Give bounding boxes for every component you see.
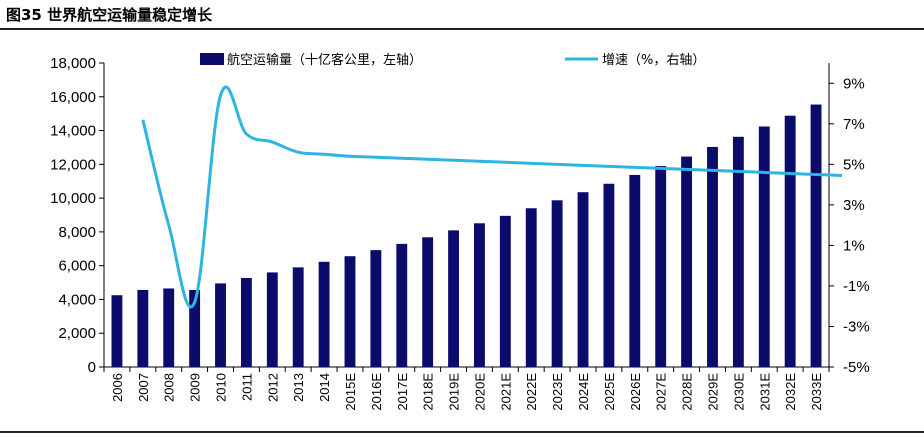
y-left-tick-label: 14,000 xyxy=(50,123,96,140)
bar xyxy=(111,295,123,367)
y-right-ticks: -5% -3% -1% 1% 3% 5% 7% 9% xyxy=(829,75,870,376)
bar xyxy=(240,277,252,367)
bar xyxy=(370,250,382,367)
bar xyxy=(655,166,667,367)
x-tick-label: 2016E xyxy=(369,373,384,411)
x-tick-label: 2015E xyxy=(343,373,358,411)
x-tick-label: 2023E xyxy=(550,373,565,411)
bar xyxy=(215,283,226,367)
y-right-tick-label: 7% xyxy=(843,116,865,133)
x-tick-label: 2008 xyxy=(162,373,177,402)
bar xyxy=(707,146,718,367)
x-tick-label: 2020E xyxy=(472,373,487,411)
bar xyxy=(810,104,822,368)
bar xyxy=(629,174,641,367)
title-divider xyxy=(0,28,924,30)
bar xyxy=(189,289,201,367)
x-tick-label: 2032E xyxy=(783,373,798,411)
x-tick-label: 2018E xyxy=(421,373,436,411)
y-right-tick-label: 9% xyxy=(843,75,865,92)
x-tick-label: 2009 xyxy=(188,373,203,402)
bottom-divider xyxy=(0,431,924,433)
line-series xyxy=(141,85,843,309)
x-tick-label: 2031E xyxy=(757,373,772,411)
bar xyxy=(448,230,459,367)
y-left-tick-label: 16,000 xyxy=(50,89,96,106)
legend-label-bar: 航空运输量（十亿客公里，左轴） xyxy=(227,52,422,68)
bar xyxy=(525,208,537,367)
x-tick-label: 2027E xyxy=(654,373,669,411)
growth-line xyxy=(141,85,843,309)
bar xyxy=(577,192,589,367)
bar xyxy=(266,272,278,367)
legend: 航空运输量（十亿客公里，左轴） 增速（%，右轴） xyxy=(200,52,705,68)
y-right-tick-label: -5% xyxy=(843,359,870,376)
y-right-tick-label: -1% xyxy=(843,278,870,295)
y-right-tick-label: -3% xyxy=(843,318,870,335)
y-left-tick-label: 10,000 xyxy=(50,190,96,207)
bar xyxy=(318,261,330,367)
bar xyxy=(499,215,511,367)
x-tick-label: 2017E xyxy=(395,373,410,411)
bar xyxy=(551,200,563,367)
bar xyxy=(474,223,485,367)
x-tick-label: 2026E xyxy=(628,373,643,411)
x-tick-label: 2012 xyxy=(265,373,280,402)
y-left-tick-label: 12,000 xyxy=(50,156,96,173)
y-left-tick-label: 2,000 xyxy=(58,325,96,342)
y-right-tick-label: 5% xyxy=(843,156,865,173)
y-right-tick-label: 3% xyxy=(843,197,865,214)
bar xyxy=(163,288,175,367)
x-tick-label: 2030E xyxy=(731,373,746,411)
bar xyxy=(758,126,770,367)
y-right-tick-label: 1% xyxy=(843,237,865,254)
x-tick-label: 2013 xyxy=(291,373,306,402)
x-tick-label: 2024E xyxy=(576,373,591,411)
axes xyxy=(103,63,830,368)
page-title: 图35 世界航空运输量稳定增长 xyxy=(6,6,213,24)
x-tick-label: 2011 xyxy=(239,373,254,401)
x-axis-ticks: 2006 2007 2008 2009 2010 2011 2012 2013 2014 2015… xyxy=(103,367,830,411)
x-tick-label: 2025E xyxy=(602,373,617,411)
bar xyxy=(784,115,796,368)
bar xyxy=(396,243,408,367)
y-left-tick-label: 4,000 xyxy=(58,291,96,308)
x-tick-label: 2019E xyxy=(447,373,462,411)
y-left-ticks: 0 2,000 4,000 6,000 8,000 10,000 12,000 14,000 1… xyxy=(50,55,104,376)
x-tick-label: 2033E xyxy=(809,373,824,411)
bar xyxy=(344,256,356,367)
bar-series xyxy=(111,104,822,368)
bar xyxy=(681,156,693,367)
bar xyxy=(137,289,149,367)
x-tick-label: 2014 xyxy=(317,373,332,402)
x-tick-label: 2010 xyxy=(214,373,229,402)
x-tick-label: 2006 xyxy=(110,373,125,402)
legend-label-line: 增速（%，右轴） xyxy=(602,53,705,68)
legend-swatch-bar xyxy=(200,53,224,65)
y-left-tick-label: 8,000 xyxy=(58,224,96,241)
y-left-tick-label: 18,000 xyxy=(50,55,96,72)
bar xyxy=(422,237,434,367)
bar xyxy=(603,183,615,367)
x-tick-label: 2022E xyxy=(524,373,539,411)
y-left-tick-label: 6,000 xyxy=(58,258,96,275)
x-tick-label: 2028E xyxy=(680,373,695,411)
x-tick-label: 2007 xyxy=(136,373,151,402)
x-tick-label: 2021E xyxy=(498,373,513,411)
x-tick-label: 2029E xyxy=(705,373,720,411)
y-left-tick-label: 0 xyxy=(88,359,96,376)
bar xyxy=(292,267,304,367)
bar xyxy=(732,136,744,367)
